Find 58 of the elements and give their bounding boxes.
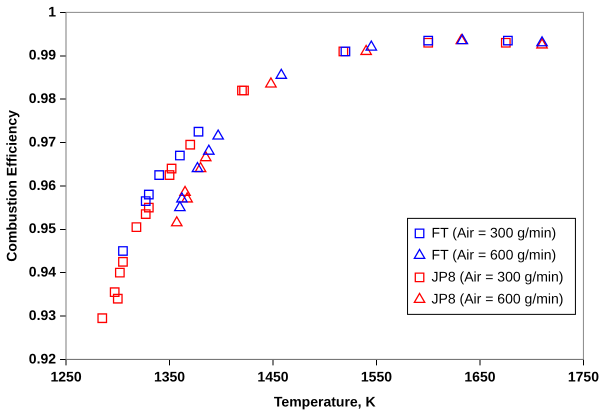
y-axis-title: Combustion Efficiency (3, 110, 20, 262)
legend-label: JP8 (Air = 300 g/min) (432, 268, 564, 284)
point (536, 36, 548, 46)
y-tick-label: 0.92 (28, 350, 56, 366)
point (360, 44, 372, 56)
x-tick-label: 1450 (257, 368, 289, 385)
point (200, 151, 212, 162)
point (97, 313, 108, 324)
y-tick-label: 0.99 (28, 46, 56, 63)
point (166, 164, 176, 174)
point (144, 202, 154, 212)
point (140, 209, 151, 219)
point (112, 294, 123, 304)
point (194, 126, 204, 137)
x-tick-label: 1250 (50, 368, 82, 385)
y-tick-label: 0.97 (28, 133, 56, 150)
x-tick-label: 1350 (154, 368, 186, 385)
point (194, 162, 206, 172)
point (500, 38, 511, 48)
point (365, 40, 378, 51)
point (174, 200, 186, 212)
y-tick-label: 0.98 (28, 90, 56, 106)
legend-label: FT (Air = 600 g/min) (432, 246, 556, 262)
point (118, 256, 128, 267)
y-tick-label: 0.94 (28, 264, 56, 280)
point (132, 222, 142, 232)
point (140, 196, 151, 206)
x-tick-label: 1550 (360, 368, 392, 385)
point (340, 46, 350, 56)
point (536, 38, 548, 49)
point (185, 140, 196, 150)
point (176, 192, 188, 203)
point (174, 150, 185, 160)
point (212, 129, 224, 140)
y-tick-label: 1 (48, 3, 56, 20)
point (110, 287, 120, 298)
point (265, 77, 277, 88)
legend-label: FT (Air = 300 g/min) (432, 224, 556, 240)
point (192, 162, 204, 172)
point (170, 216, 183, 226)
point (423, 36, 434, 46)
point (181, 192, 193, 203)
point (154, 170, 164, 180)
point (144, 190, 154, 200)
point (179, 186, 191, 196)
point (114, 268, 125, 278)
point (203, 144, 215, 155)
x-axis-title: Temperature, K (274, 393, 376, 410)
point (503, 36, 513, 46)
point (118, 246, 128, 256)
x-tick-label: 1650 (464, 368, 496, 385)
x-tick-label: 1750 (568, 368, 600, 385)
legend-label: JP8 (Air = 600 g/min) (432, 290, 564, 306)
y-tick-label: 0.95 (28, 220, 56, 236)
point (164, 170, 174, 180)
y-tick-label: 0.93 (28, 306, 56, 323)
y-tick-label: 0.96 (28, 176, 56, 193)
point (275, 68, 288, 79)
